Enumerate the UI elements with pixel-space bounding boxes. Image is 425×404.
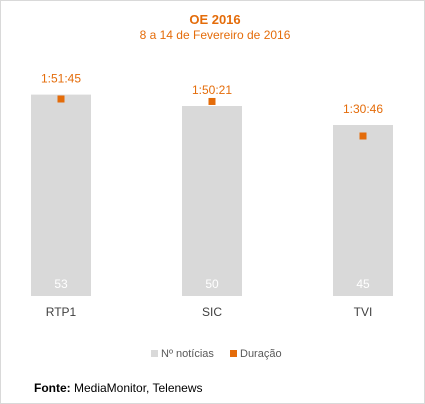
bar-sic [182, 106, 242, 296]
legend-swatch-count [151, 350, 158, 357]
count-label-tvi: 45 [356, 277, 370, 291]
legend-swatch-duration [230, 350, 237, 357]
category-label-tvi: TVI [354, 305, 373, 319]
source-text: MediaMonitor, Telenews [70, 381, 203, 395]
bar-rtp1 [31, 94, 91, 296]
source-note: Fonte: MediaMonitor, Telenews [34, 381, 203, 395]
chart-title: OE 2016 [189, 12, 240, 27]
duration-label-tvi: 1:30:46 [343, 102, 383, 116]
chart-subtitle: 8 a 14 de Fevereiro de 2016 [140, 28, 291, 42]
duration-marker-tvi [359, 132, 367, 140]
category-label-rtp1: RTP1 [46, 305, 77, 319]
legend-label-count: Nº notícias [161, 348, 214, 360]
duration-marker-sic [208, 97, 216, 105]
legend-label-duration: Duração [240, 348, 282, 360]
bar-tvi [333, 125, 393, 296]
duration-label-rtp1: 1:51:45 [41, 72, 81, 86]
duration-label-sic: 1:50:21 [192, 83, 232, 97]
count-label-sic: 50 [205, 277, 219, 291]
source-label: Fonte: [34, 381, 71, 395]
count-label-rtp1: 53 [54, 277, 68, 291]
duration-marker-rtp1 [57, 95, 65, 103]
legend: Nº notícias Duração [151, 348, 282, 360]
category-label-sic: SIC [202, 305, 222, 319]
